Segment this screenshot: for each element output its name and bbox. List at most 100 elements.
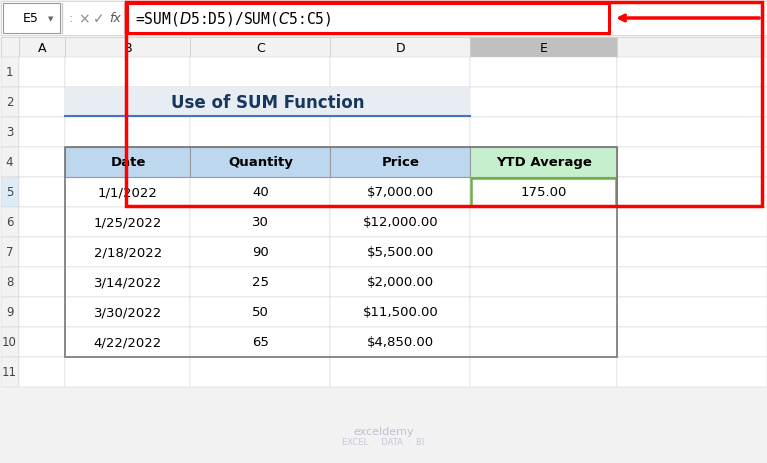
Text: $2,000.00: $2,000.00: [367, 276, 434, 289]
Bar: [127, 3, 762, 206]
Bar: [617, 238, 767, 268]
Bar: [470, 178, 617, 207]
Bar: [1, 2, 767, 36]
Bar: [617, 178, 767, 207]
Bar: [331, 118, 470, 148]
Text: E5: E5: [22, 13, 38, 25]
Text: $7,000.00: $7,000.00: [367, 186, 434, 199]
Bar: [190, 38, 331, 58]
Text: $12,000.00: $12,000.00: [363, 216, 438, 229]
Bar: [331, 148, 470, 178]
Bar: [470, 327, 617, 357]
Text: 7: 7: [6, 246, 13, 259]
Text: $4,850.00: $4,850.00: [367, 336, 434, 349]
Bar: [331, 327, 470, 357]
Text: EXCEL  ·  DATA  ·  BI: EXCEL · DATA · BI: [342, 438, 424, 446]
Bar: [18, 207, 65, 238]
Bar: [617, 268, 767, 297]
Bar: [65, 148, 190, 178]
Text: 175.00: 175.00: [521, 186, 567, 199]
Bar: [127, 4, 609, 34]
Bar: [18, 238, 65, 268]
Text: 1: 1: [6, 66, 13, 79]
Bar: [1, 148, 18, 178]
Bar: [1, 297, 18, 327]
Bar: [470, 297, 617, 327]
Text: 1/25/2022: 1/25/2022: [94, 216, 162, 229]
Bar: [18, 38, 65, 58]
Bar: [1, 58, 18, 88]
Bar: [617, 88, 767, 118]
Text: 10: 10: [2, 336, 17, 349]
Bar: [190, 148, 331, 178]
Bar: [190, 178, 331, 207]
Bar: [65, 238, 190, 268]
Bar: [65, 178, 190, 207]
Bar: [617, 327, 767, 357]
Bar: [2, 4, 61, 34]
Bar: [617, 297, 767, 327]
Bar: [190, 327, 331, 357]
Bar: [1, 88, 18, 118]
Bar: [1, 238, 18, 268]
Bar: [18, 327, 65, 357]
Bar: [190, 148, 331, 178]
Text: Date: Date: [110, 156, 146, 169]
Text: 9: 9: [6, 306, 13, 319]
Bar: [18, 268, 65, 297]
Bar: [65, 58, 190, 88]
Bar: [331, 268, 470, 297]
Bar: [331, 38, 470, 58]
Text: 3: 3: [6, 126, 13, 139]
Bar: [617, 58, 767, 88]
Bar: [190, 297, 331, 327]
Bar: [331, 357, 470, 387]
Text: 65: 65: [252, 336, 268, 349]
Text: fx: fx: [110, 13, 121, 25]
Text: 4: 4: [6, 156, 13, 169]
Bar: [331, 88, 470, 118]
Text: 3/14/2022: 3/14/2022: [94, 276, 162, 289]
Text: 11: 11: [2, 366, 17, 379]
Bar: [331, 207, 470, 238]
Text: ▼: ▼: [48, 16, 53, 22]
Text: exceldemy: exceldemy: [353, 426, 413, 436]
Text: $5,500.00: $5,500.00: [367, 246, 434, 259]
Bar: [190, 357, 331, 387]
Text: 6: 6: [6, 216, 13, 229]
Bar: [18, 297, 65, 327]
Bar: [617, 148, 767, 178]
Text: $11,500.00: $11,500.00: [362, 306, 438, 319]
Text: 4/22/2022: 4/22/2022: [94, 336, 162, 349]
Text: 8: 8: [6, 276, 13, 289]
Bar: [1, 207, 18, 238]
Bar: [1, 38, 18, 58]
Bar: [65, 118, 190, 148]
Text: D: D: [396, 41, 405, 54]
Bar: [331, 238, 470, 268]
Bar: [190, 118, 331, 148]
Text: 90: 90: [252, 246, 268, 259]
Bar: [470, 238, 617, 268]
Bar: [470, 58, 617, 88]
Text: 2: 2: [6, 96, 13, 109]
Bar: [65, 148, 617, 357]
Bar: [18, 88, 65, 118]
Bar: [617, 38, 767, 58]
Bar: [65, 38, 190, 58]
Text: Quantity: Quantity: [228, 156, 293, 169]
Text: 5: 5: [6, 186, 13, 199]
Text: ×: ×: [77, 12, 89, 26]
Bar: [65, 268, 190, 297]
Bar: [65, 207, 190, 238]
Bar: [617, 357, 767, 387]
Bar: [617, 207, 767, 238]
Text: Price: Price: [381, 156, 420, 169]
Text: 2/18/2022: 2/18/2022: [94, 246, 162, 259]
Text: YTD Average: YTD Average: [495, 156, 591, 169]
Bar: [18, 148, 65, 178]
Bar: [470, 88, 617, 118]
Bar: [1, 118, 18, 148]
Text: 1/1/2022: 1/1/2022: [98, 186, 158, 199]
Bar: [190, 207, 331, 238]
